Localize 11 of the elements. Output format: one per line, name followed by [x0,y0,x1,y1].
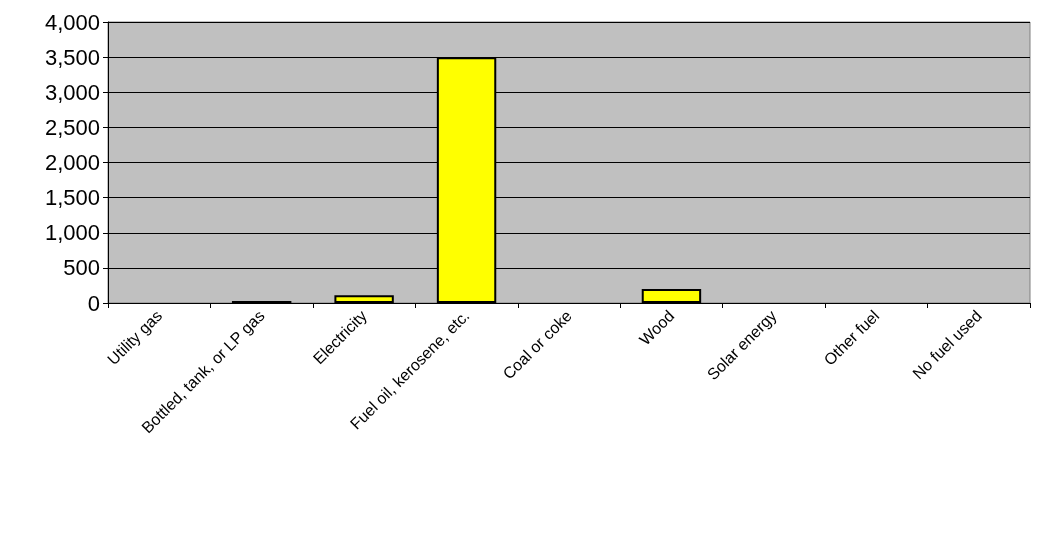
y-tick-label: 2,000 [44,150,100,175]
bar [641,288,702,303]
y-tick-label: 0 [87,290,100,316]
bar [334,295,394,303]
y-tick-label: 1,500 [44,185,100,211]
y-tick-label: 3,000 [44,79,100,105]
y-tick-label: 500 [63,255,100,281]
y-tick-label: 1,000 [44,220,100,246]
y-tick-label: 2,500 [44,114,100,140]
y-tick-label: 4,000 [44,9,100,35]
y-tick-label: 3,500 [44,44,100,70]
